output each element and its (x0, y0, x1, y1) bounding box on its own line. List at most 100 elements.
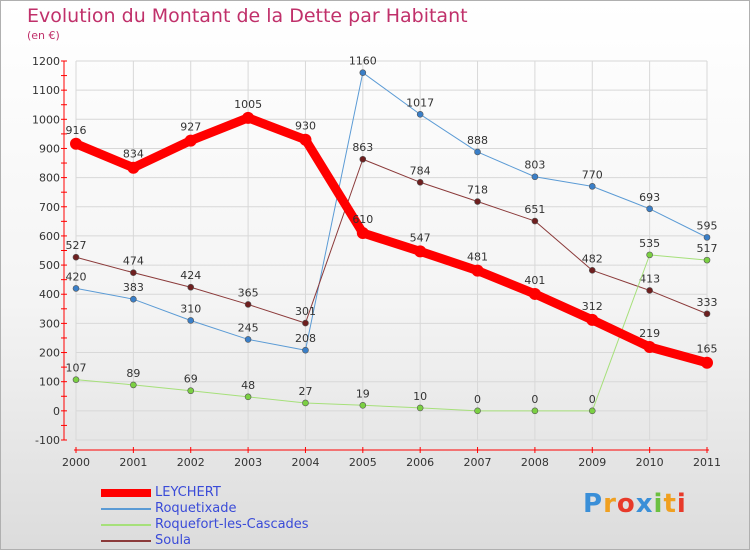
x-tick-label: 2003 (234, 456, 262, 469)
data-label: 312 (582, 300, 603, 313)
logo-letter: o (616, 489, 636, 519)
data-label: 718 (467, 184, 488, 197)
proxiti-logo: Proxiti (583, 489, 687, 519)
data-point (703, 234, 711, 241)
data-label: 333 (697, 296, 718, 309)
data-label: 770 (582, 168, 603, 181)
legend-swatch (101, 524, 151, 526)
legend-label: Roquefort-les-Cascades (155, 517, 309, 532)
data-point (646, 287, 653, 294)
y-tick-label: 1000 (32, 113, 60, 126)
data-point (588, 407, 596, 415)
data-label: 803 (524, 159, 545, 172)
series-line-leychert (71, 113, 712, 368)
data-label: 527 (66, 239, 87, 252)
data-label: 482 (582, 252, 603, 265)
data-point (244, 336, 252, 343)
data-point (703, 256, 711, 264)
data-label: 927 (180, 121, 201, 134)
data-point (187, 387, 195, 395)
data-point (528, 287, 541, 300)
data-label: 413 (639, 272, 660, 285)
data-point (130, 381, 137, 389)
legend-swatch (101, 489, 151, 497)
data-point (359, 402, 367, 409)
data-point (302, 346, 309, 354)
data-label: 245 (238, 321, 259, 334)
data-point (72, 376, 80, 383)
data-label: 89 (126, 367, 140, 380)
data-label: 165 (697, 343, 718, 356)
data-label: 517 (697, 242, 718, 255)
data-label: 930 (295, 120, 316, 133)
data-point (474, 198, 481, 205)
series-line-soula (75, 158, 708, 324)
data-point (416, 404, 424, 412)
data-point (531, 407, 539, 415)
legend-swatch (101, 540, 151, 542)
data-label: 535 (639, 237, 660, 250)
y-tick-label: 800 (39, 172, 60, 185)
data-label: 208 (295, 332, 316, 345)
data-label: 1005 (234, 98, 262, 111)
data-point (531, 173, 539, 181)
x-tick-label: 2005 (349, 456, 377, 469)
data-label: 69 (184, 373, 198, 386)
y-tick-label: 700 (39, 201, 60, 214)
x-tick-label: 2004 (291, 456, 319, 469)
x-tick-label: 2009 (578, 456, 606, 469)
data-point (703, 310, 711, 318)
x-tick-label: 2006 (406, 456, 434, 469)
logo-letter: r (603, 489, 617, 519)
y-tick-label: 500 (39, 259, 60, 272)
data-label: 219 (639, 327, 660, 340)
plot-area (76, 61, 707, 440)
x-tick-label: 2011 (693, 456, 721, 469)
y-tick-label: 600 (39, 230, 60, 243)
data-label: 474 (123, 255, 144, 268)
data-label: 383 (123, 281, 144, 294)
data-label: 301 (295, 305, 316, 318)
series-line-roquefort-les-cascades (75, 254, 708, 412)
data-label: 424 (180, 269, 201, 282)
logo-letter: i (676, 489, 687, 519)
logo-letter: t (663, 489, 677, 519)
data-point (471, 264, 484, 277)
data-point (586, 313, 599, 326)
data-label: 481 (467, 251, 488, 264)
data-point (244, 393, 252, 401)
data-point (127, 161, 140, 174)
data-point (70, 137, 82, 150)
data-point (474, 407, 481, 415)
data-point (242, 111, 255, 124)
data-point (302, 319, 309, 327)
y-tick-label: 100 (39, 376, 60, 389)
data-label: 0 (589, 393, 596, 406)
data-label: 27 (298, 385, 312, 398)
data-label: 107 (66, 362, 87, 375)
y-tick-label: 400 (39, 288, 60, 301)
y-tick-label: 200 (39, 347, 60, 360)
data-point (302, 399, 309, 407)
data-point (359, 155, 367, 163)
data-point (187, 317, 195, 324)
x-tick-label: 2002 (177, 456, 205, 469)
x-tick-label: 2008 (521, 456, 549, 469)
data-label: 610 (352, 213, 373, 226)
y-tick-label: 0 (53, 405, 60, 418)
data-point (130, 295, 137, 303)
logo-letter: x (635, 489, 654, 519)
legend-label: Soula (155, 533, 192, 548)
logo-letter: i (653, 489, 664, 519)
data-label: 0 (531, 393, 538, 406)
data-point (356, 227, 369, 240)
data-label: 651 (524, 203, 545, 216)
data-label: 834 (123, 148, 144, 161)
data-label: 401 (524, 274, 545, 287)
data-point (646, 251, 653, 259)
chart-title: Evolution du Montant de la Dette par Hab… (27, 5, 468, 27)
data-point (130, 269, 137, 276)
data-label: 48 (241, 379, 255, 392)
